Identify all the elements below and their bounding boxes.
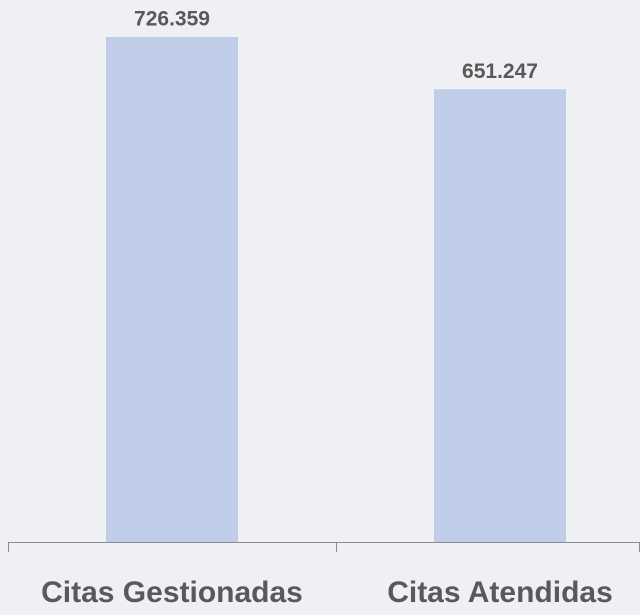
value-label: 651.247	[462, 60, 538, 83]
value-label: 726.359	[134, 8, 210, 31]
bar	[106, 37, 238, 542]
x-tick-label: Citas Gestionadas	[41, 576, 303, 609]
x-tick-label: Citas Atendidas	[387, 576, 613, 609]
bar	[434, 89, 566, 543]
